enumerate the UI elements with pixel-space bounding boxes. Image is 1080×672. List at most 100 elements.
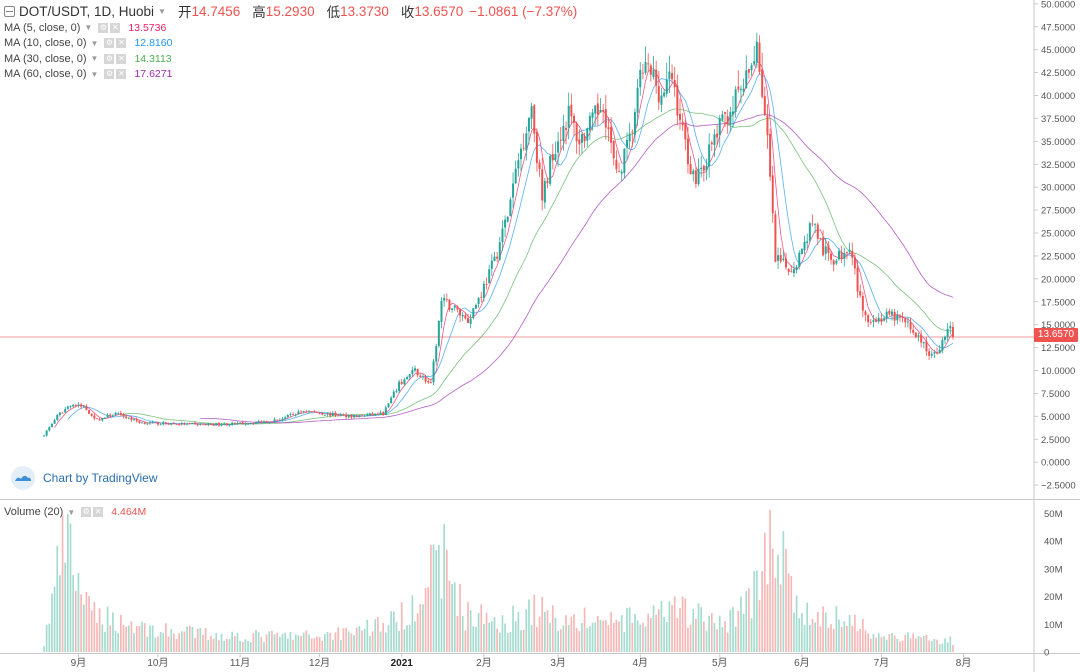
volume-bar: [936, 639, 938, 652]
chevron-down-icon[interactable]: ▼: [90, 54, 99, 64]
volume-bar: [239, 640, 241, 652]
candle-body: [175, 423, 178, 425]
volume-bar: [684, 598, 687, 652]
volume-bar: [329, 632, 332, 652]
volume-bar: [149, 625, 151, 652]
candle-body: [848, 249, 851, 253]
volume-bar: [350, 633, 353, 652]
ma60-label[interactable]: MA (60, close, 0): [4, 68, 87, 81]
volume-bar: [811, 619, 814, 652]
chevron-down-icon[interactable]: ▼: [158, 6, 166, 16]
chevron-down-icon[interactable]: ▼: [90, 38, 99, 48]
candle-body: [480, 296, 483, 298]
candle-body: [464, 315, 467, 319]
volume-bar: [856, 631, 859, 652]
candle-body: [408, 374, 411, 378]
collapse-icon[interactable]: [4, 5, 15, 17]
volume-bar: [559, 629, 562, 652]
close-icon[interactable]: ✕: [110, 22, 121, 33]
volume-bar: [634, 613, 636, 652]
tradingview-logo-icon: [11, 466, 35, 490]
settings-icon[interactable]: ⚙: [104, 69, 115, 80]
volume-bar: [536, 626, 538, 652]
ma10-label[interactable]: MA (10, close, 0): [4, 37, 87, 50]
candle-body: [501, 228, 504, 242]
volume-bar: [308, 634, 310, 652]
settings-icon[interactable]: ⚙: [81, 507, 92, 517]
volume-bar: [726, 632, 729, 652]
settings-icon[interactable]: ⚙: [104, 53, 115, 64]
volume-bar: [774, 577, 777, 652]
close-icon[interactable]: ✕: [116, 38, 127, 49]
volume-bar: [157, 636, 159, 652]
volume-bar: [67, 514, 69, 652]
candle-body: [631, 131, 634, 133]
time-tick-label: 9月: [71, 657, 87, 669]
candle-body: [920, 334, 923, 343]
price-tick-label: 37.5000: [1041, 114, 1075, 125]
volume-bar: [74, 590, 77, 652]
candle-body: [554, 153, 557, 160]
candle-body: [233, 422, 236, 424]
candle-body: [286, 414, 289, 418]
chevron-down-icon[interactable]: ▼: [84, 23, 93, 33]
settings-icon[interactable]: ⚙: [104, 38, 115, 49]
candle-body: [806, 241, 809, 244]
volume-bar: [917, 636, 920, 652]
volume-bar: [408, 624, 411, 652]
candle-body: [342, 414, 345, 416]
candle-body: [467, 318, 469, 323]
volume-label[interactable]: Volume (20): [4, 506, 64, 518]
volume-bar: [188, 625, 191, 652]
candle-body: [61, 412, 64, 414]
volume-bar: [170, 629, 173, 652]
close-icon[interactable]: ✕: [116, 53, 127, 64]
volume-bar: [451, 584, 453, 652]
candle-body: [101, 418, 104, 421]
candle-body: [673, 79, 676, 88]
candle-body: [74, 405, 77, 406]
symbol-row: DOT/USDT, 1D, Huobi ▼ 开 14.7456 高 15.293…: [4, 2, 583, 20]
candle-body: [170, 423, 173, 425]
volume-bar: [90, 610, 93, 652]
volume-bar: [461, 615, 464, 652]
volume-bar: [355, 627, 358, 652]
candle-body: [620, 171, 623, 174]
volume-bar: [620, 615, 623, 652]
volume-bar: [875, 637, 877, 652]
settings-icon[interactable]: ⚙: [98, 22, 109, 33]
candle-body: [376, 413, 379, 415]
volume-bar: [758, 600, 761, 652]
ma10-row: MA (10, close, 0) ▼ ⚙ ✕ 12.8160: [4, 36, 583, 52]
volume-bar: [220, 633, 223, 652]
volume-bar: [265, 634, 268, 652]
tradingview-watermark[interactable]: Chart by TradingView: [11, 466, 158, 490]
candle-body: [361, 415, 363, 417]
symbol-title[interactable]: DOT/USDT, 1D, Huobi: [19, 3, 155, 19]
ma5-label[interactable]: MA (5, close, 0): [4, 21, 81, 34]
volume-bar: [952, 645, 954, 652]
candle-body: [368, 413, 371, 415]
close-icon[interactable]: ✕: [116, 69, 127, 80]
ma30-label[interactable]: MA (30, close, 0): [4, 52, 87, 65]
volume-bar: [597, 615, 599, 652]
chevron-down-icon[interactable]: ▼: [90, 69, 99, 79]
volume-bar: [347, 631, 350, 652]
volume-bar: [117, 633, 120, 652]
volume-bar: [236, 632, 239, 652]
volume-bar: [692, 609, 695, 652]
candle-body: [779, 255, 782, 262]
volume-bar: [745, 591, 748, 652]
volume-bar: [777, 554, 779, 652]
close-icon[interactable]: ✕: [93, 507, 104, 517]
chevron-down-icon[interactable]: ▼: [67, 507, 76, 517]
volume-bar: [64, 562, 67, 652]
volume-bar: [862, 619, 864, 652]
candle-body: [236, 422, 239, 424]
volume-bar: [130, 621, 133, 652]
volume-bar: [387, 624, 390, 652]
candle-body: [713, 134, 716, 146]
candle-body: [72, 404, 75, 407]
candle-body: [583, 136, 586, 142]
